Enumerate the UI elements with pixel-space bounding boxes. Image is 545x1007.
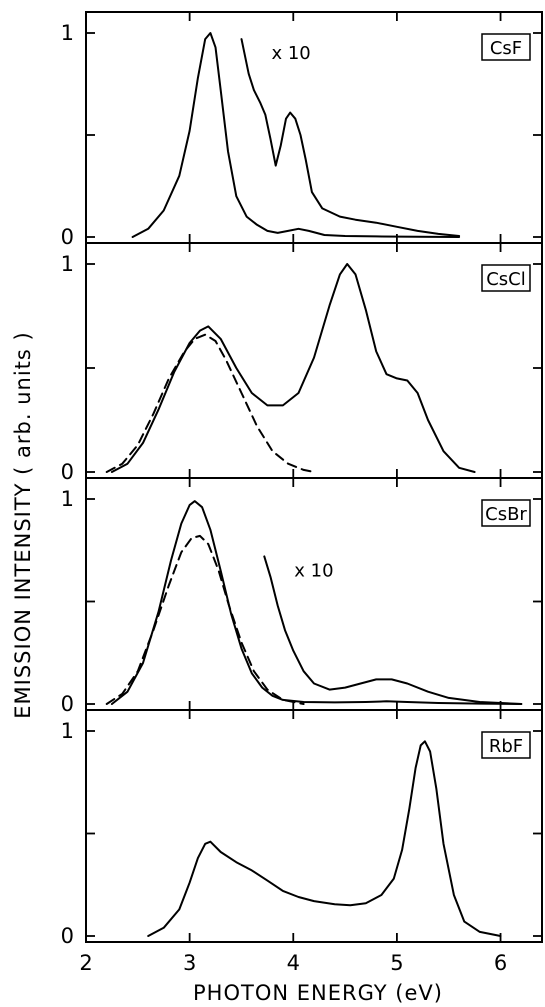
x-tick-label: 6 — [494, 951, 507, 975]
x-tick-label: 3 — [183, 951, 196, 975]
series-solid-line — [131, 32, 461, 238]
series-x10-solid-line — [240, 38, 461, 237]
x-tick-label: 4 — [287, 951, 300, 975]
x-tick-label: 5 — [390, 951, 403, 975]
y-tick-label: 1 — [61, 487, 74, 511]
series-dashed-line — [105, 534, 305, 705]
panel-frame — [85, 242, 543, 479]
x-axis-label: PHOTON ENERGY (eV) — [193, 981, 443, 1005]
series-x10-solid-line — [263, 555, 523, 705]
panel-csf: 0 1 CsF x 10 — [61, 11, 543, 249]
y-tick-label: 1 — [61, 252, 74, 276]
panel-label-box — [481, 33, 531, 61]
y-tick-label: 0 — [61, 225, 74, 249]
series-solid-line — [110, 500, 523, 705]
panels-layer: 0 1 CsF x 10 0 1 CsCl 0 1 CsBr x 10 0 1 RbF 2 3 4 5 6 — [61, 11, 543, 975]
y-tick-label: 0 — [61, 460, 74, 484]
x10-annotation: x 10 — [271, 43, 310, 64]
y-axis-label: EMISSION INTENSITY ( arb. units ) — [11, 331, 35, 718]
panel-label: CsCl — [486, 269, 526, 290]
x-tick-label: 2 — [79, 951, 92, 975]
panel-cscl: 0 1 CsCl — [61, 242, 543, 484]
panel-frame — [85, 709, 543, 943]
series-dashed-line — [105, 333, 315, 473]
panel-label: RbF — [489, 736, 523, 757]
y-tick-label: 0 — [61, 692, 74, 716]
panel-rbf: 0 1 RbF — [61, 709, 543, 948]
series-solid-line — [110, 263, 476, 473]
series-solid-line — [147, 740, 502, 937]
y-tick-label: 1 — [61, 21, 74, 45]
panel-label-box — [481, 499, 531, 527]
panel-label: CsBr — [485, 504, 527, 525]
panel-label-box — [481, 731, 531, 759]
y-tick-label: 0 — [61, 924, 74, 948]
y-tick-label: 1 — [61, 719, 74, 743]
x10-annotation: x 10 — [294, 560, 333, 581]
panel-frame — [85, 477, 543, 711]
panel-csbr: 0 1 CsBr x 10 — [61, 477, 543, 716]
panel-label: CsF — [490, 38, 522, 59]
panel-frame — [85, 11, 543, 244]
panel-label-box — [481, 264, 531, 292]
